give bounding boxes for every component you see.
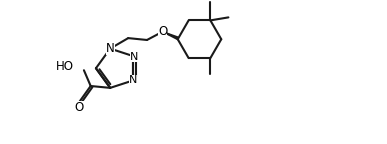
Text: N: N — [130, 52, 138, 62]
Text: O: O — [75, 101, 84, 113]
Text: O: O — [158, 25, 167, 38]
Text: N: N — [129, 75, 137, 85]
Text: HO: HO — [55, 60, 74, 73]
Text: N: N — [106, 42, 115, 55]
